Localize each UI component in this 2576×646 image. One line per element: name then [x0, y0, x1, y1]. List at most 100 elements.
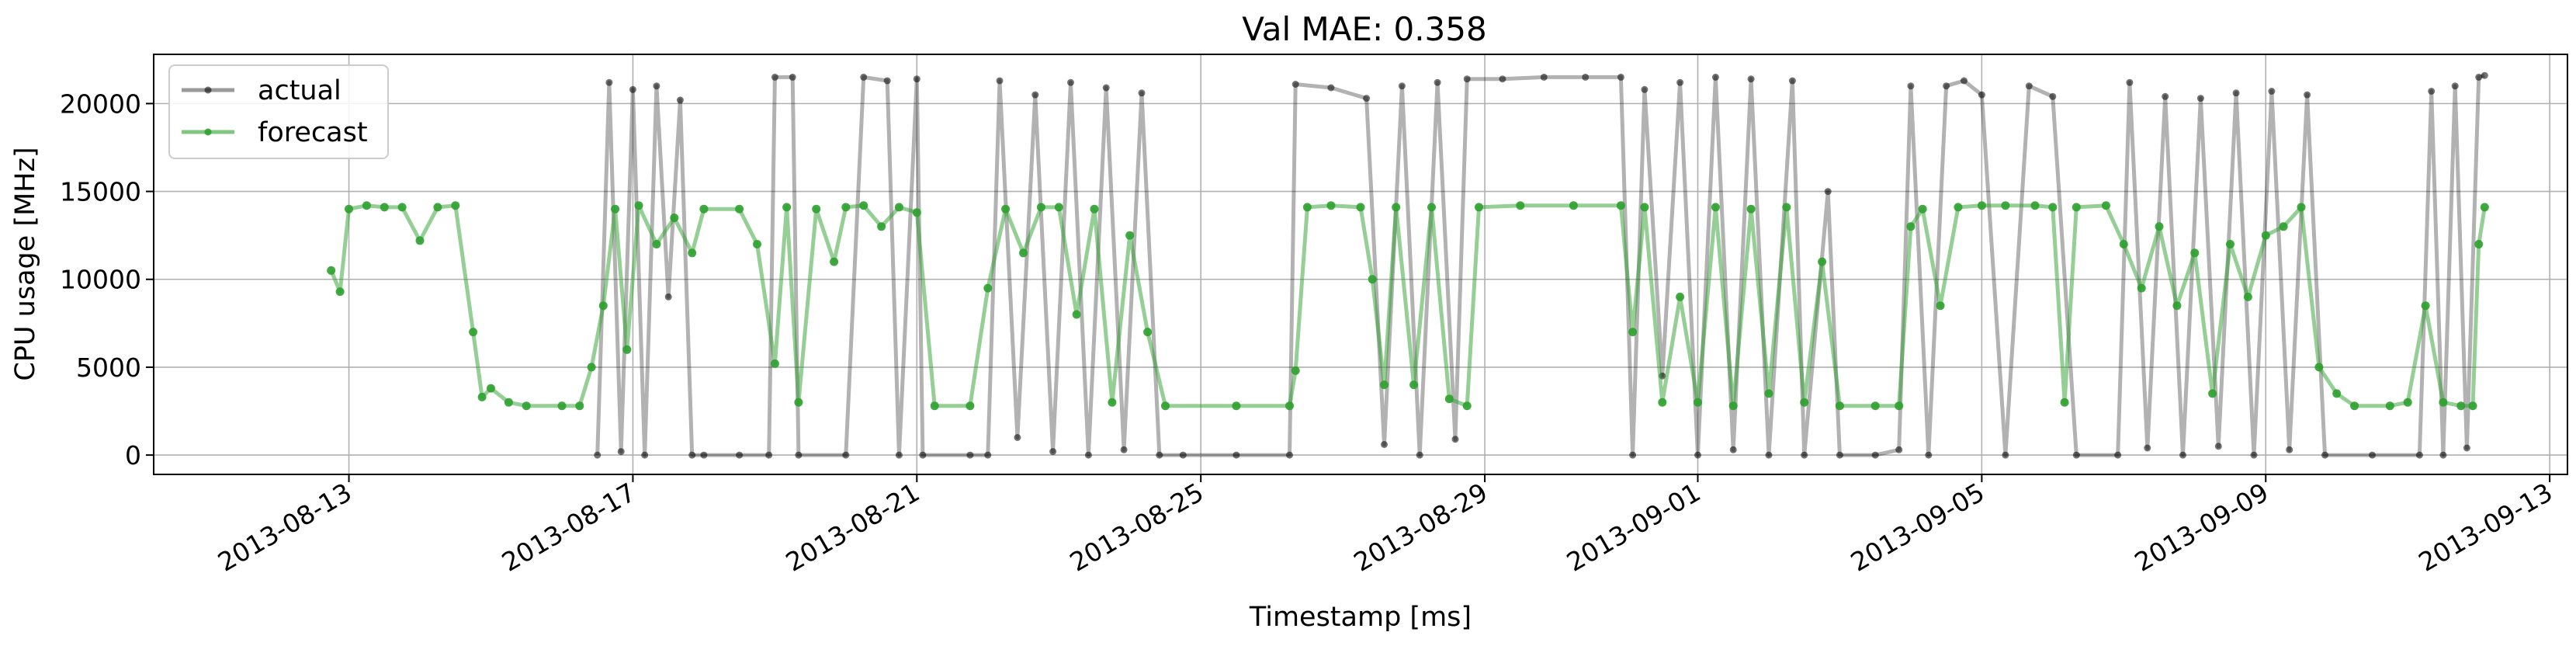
data-point-actual: [1499, 75, 1506, 83]
data-point-actual: [1084, 451, 1092, 459]
x-axis-label: Timestamp [ms]: [1249, 602, 1472, 633]
data-point-actual: [860, 73, 868, 81]
data-point-actual: [2451, 82, 2459, 90]
data-point-actual: [1031, 91, 1039, 99]
data-point-actual: [1327, 84, 1335, 92]
data-point-actual: [1540, 73, 1548, 81]
y-axis-label: CPU usage [MHz]: [10, 147, 41, 380]
data-point-actual: [2214, 443, 2222, 450]
data-point-forecast: [2468, 401, 2477, 411]
data-point-forecast: [1285, 401, 1294, 411]
data-point-forecast: [2060, 398, 2069, 407]
data-point-actual: [1049, 448, 1057, 456]
data-point-forecast: [1728, 401, 1738, 411]
y-tick-label: 10000: [60, 265, 141, 295]
data-point-actual: [2369, 451, 2376, 459]
data-point-forecast: [469, 328, 478, 337]
data-point-forecast: [877, 222, 886, 231]
data-point-forecast: [598, 301, 608, 311]
data-point-actual: [1943, 82, 1950, 90]
data-point-actual: [736, 451, 744, 459]
data-point-forecast: [327, 266, 336, 275]
data-point-forecast: [2208, 389, 2217, 398]
data-point-forecast: [587, 363, 596, 372]
data-point-actual: [664, 293, 672, 300]
y-tick-label: 0: [125, 440, 141, 471]
legend-label-actual: actual: [258, 75, 342, 106]
data-point-forecast: [1918, 204, 1927, 214]
data-point-actual: [641, 451, 649, 459]
data-point-actual: [2415, 451, 2423, 459]
data-point-actual: [1617, 73, 1624, 81]
data-point-actual: [1694, 451, 1701, 459]
data-point-actual: [1451, 436, 1459, 443]
data-point-actual: [1398, 82, 1406, 90]
data-point-actual: [2232, 89, 2240, 97]
legend-box: [168, 64, 389, 159]
data-point-forecast: [841, 203, 851, 212]
data-point-actual: [1729, 446, 1737, 453]
data-point-forecast: [415, 236, 425, 245]
data-point-forecast: [2332, 389, 2342, 398]
data-point-forecast: [380, 203, 389, 212]
y-tick-label: 20000: [60, 89, 141, 119]
data-point-forecast: [2350, 401, 2359, 411]
data-point-forecast: [1746, 204, 1756, 214]
data-point-forecast: [2314, 363, 2324, 372]
data-point-forecast: [1161, 401, 1170, 411]
data-point-actual: [2463, 444, 2470, 452]
legend-label-forecast: forecast: [258, 117, 368, 148]
data-point-actual: [1836, 451, 1843, 459]
data-point-forecast: [753, 240, 761, 248]
data-point-forecast: [1001, 204, 1011, 214]
data-point-actual: [605, 78, 613, 86]
data-point-forecast: [1291, 366, 1300, 375]
data-point-forecast: [1628, 328, 1638, 337]
y-tick-label: 5000: [76, 353, 141, 383]
data-point-actual: [1179, 451, 1187, 459]
data-point-forecast: [1764, 389, 1773, 398]
data-point-forecast: [2480, 203, 2489, 212]
data-point-forecast: [1356, 203, 1365, 212]
data-point-forecast: [611, 204, 620, 214]
data-point-forecast: [1676, 292, 1685, 301]
data-point-forecast: [575, 401, 584, 411]
data-point-forecast: [557, 401, 567, 411]
data-point-actual: [629, 85, 636, 93]
legend-marker-actual: [204, 86, 212, 94]
data-point-actual: [653, 82, 660, 90]
data-point-forecast: [1302, 203, 1312, 212]
data-point-forecast: [2421, 301, 2430, 311]
data-point-forecast: [2155, 222, 2164, 231]
data-point-forecast: [1800, 398, 1809, 407]
data-point-forecast: [397, 203, 407, 212]
data-point-forecast: [622, 345, 632, 354]
data-point-forecast: [1906, 222, 1916, 231]
plot-frame: [153, 54, 2568, 475]
data-point-actual: [913, 75, 920, 83]
data-point-actual: [984, 451, 992, 459]
data-point-forecast: [2001, 201, 2010, 210]
data-point-forecast: [2403, 398, 2412, 407]
data-point-forecast: [770, 359, 779, 368]
data-point-forecast: [2048, 203, 2058, 212]
data-point-actual: [765, 451, 773, 459]
data-point-forecast: [2101, 201, 2110, 210]
data-point-forecast: [1954, 203, 1963, 212]
data-point-actual: [2002, 451, 2009, 459]
data-point-forecast: [1658, 398, 1667, 407]
data-point-forecast: [335, 287, 345, 297]
data-point-forecast: [2474, 240, 2484, 248]
data-point-forecast: [522, 401, 531, 411]
data-point-forecast: [634, 201, 643, 210]
data-point-actual: [1978, 91, 1985, 99]
data-point-forecast: [735, 204, 744, 214]
data-point-forecast: [2279, 222, 2288, 231]
data-point-actual: [1824, 188, 1832, 196]
data-point-forecast: [1835, 401, 1844, 411]
data-point-forecast: [2226, 240, 2234, 248]
data-point-actual: [1629, 451, 1637, 459]
data-point-actual: [919, 451, 927, 459]
